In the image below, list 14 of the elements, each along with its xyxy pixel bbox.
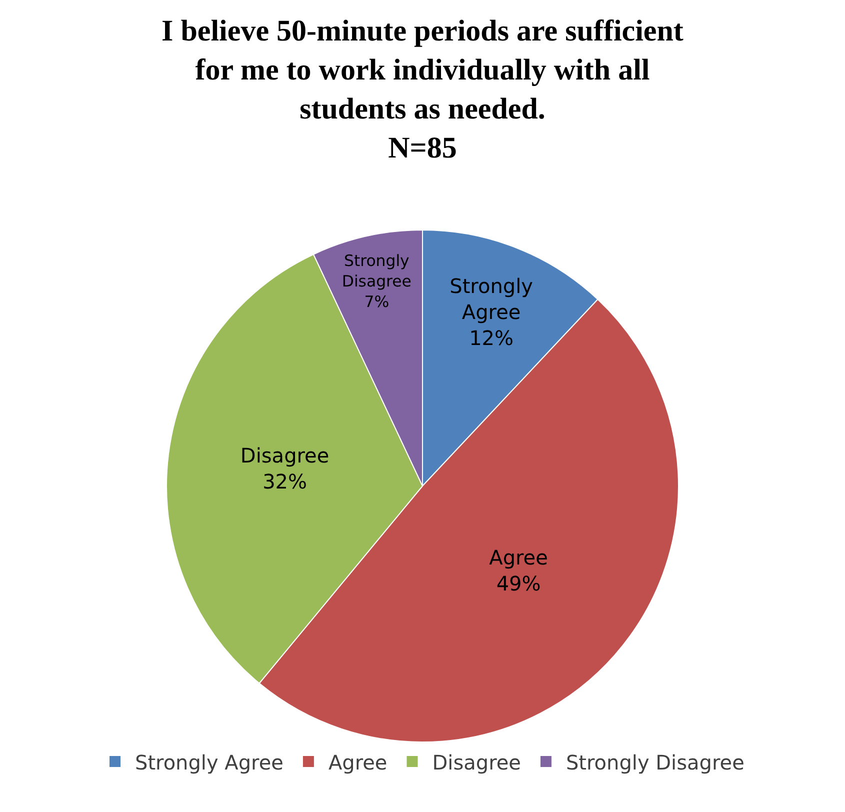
chart-subtitle: N=85 <box>388 132 457 165</box>
data-label: 7% <box>364 292 390 311</box>
chart-title: I believe 50-minute periods are sufficient for me to work individually with all students as needed. <box>162 14 684 126</box>
slice-label: Strongly Agree <box>450 274 534 324</box>
slice-label: Agree <box>489 546 548 570</box>
legend-label: Agree <box>328 750 388 774</box>
data-label: 32% <box>262 470 308 494</box>
legend-label: Strongly Agree <box>135 750 284 774</box>
data-label: 49% <box>496 572 541 596</box>
legend-label: Disagree <box>432 750 521 774</box>
data-label: 12% <box>469 326 514 350</box>
legend-label: Strongly Disagree <box>566 750 744 774</box>
slice-label: Disagree <box>240 444 330 468</box>
slice-label: Strongly Disagree <box>342 250 412 290</box>
